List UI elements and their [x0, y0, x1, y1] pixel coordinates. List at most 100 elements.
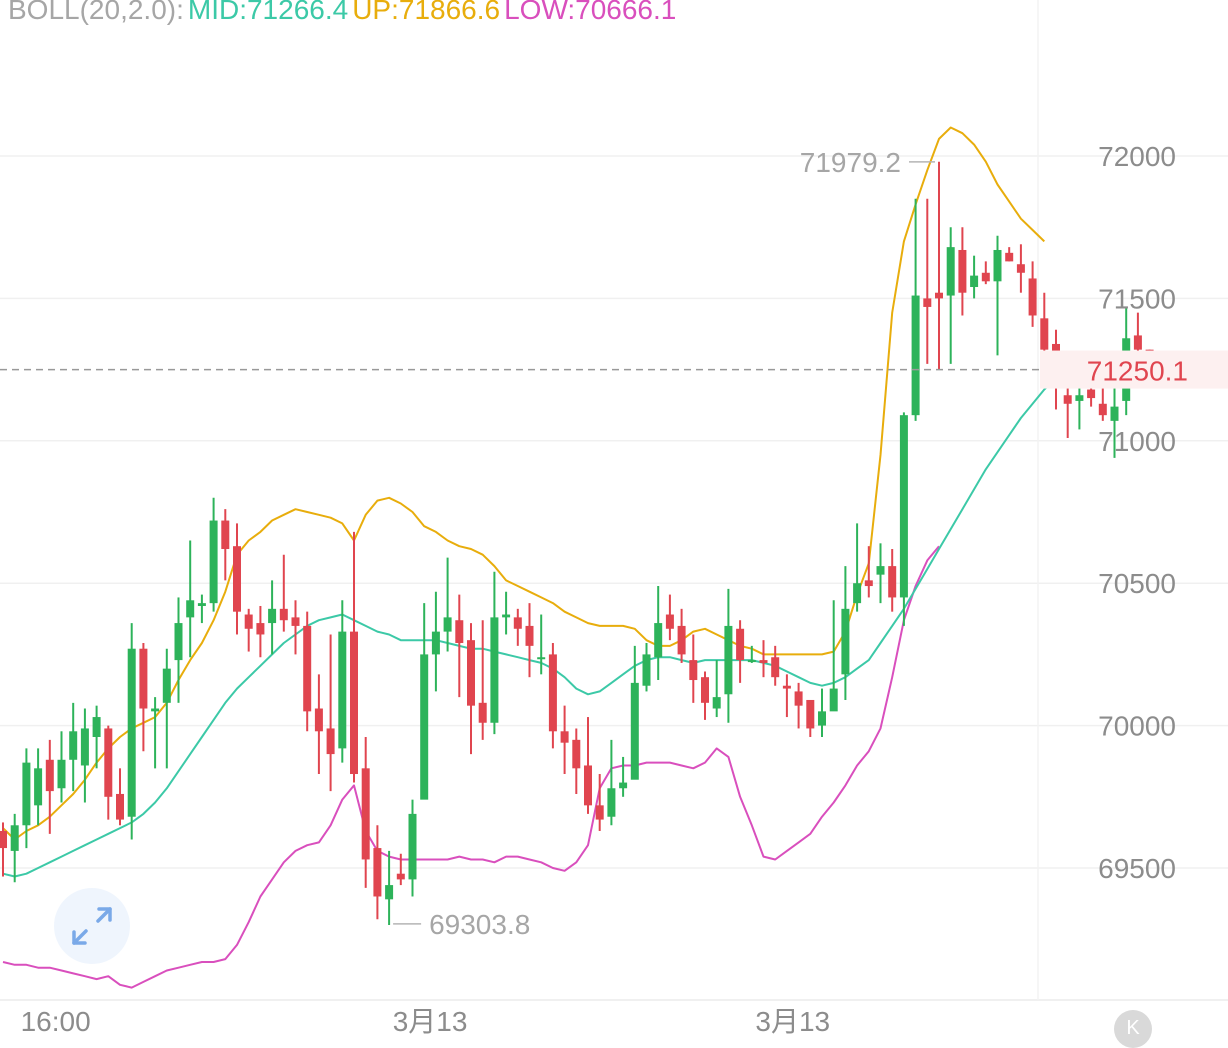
- candle: [607, 739, 616, 826]
- candle: [525, 603, 534, 678]
- candle: [654, 586, 663, 681]
- y-tick-label: 69500: [1098, 853, 1176, 884]
- candle: [244, 608, 253, 652]
- candle: [724, 588, 733, 723]
- candle: [104, 725, 113, 820]
- price-axis: 72000 71500 71000 70500 70000 69500: [1098, 141, 1176, 884]
- candle: [619, 756, 628, 797]
- x-tick-label: 16:00: [21, 1006, 91, 1037]
- indicator-name: BOLL(20,2.0):: [8, 0, 184, 25]
- candle: [151, 697, 160, 769]
- candle: [665, 594, 674, 641]
- candle: [701, 671, 709, 720]
- candle: [186, 540, 195, 658]
- candle: [899, 412, 908, 626]
- kline-toggle-button[interactable]: K: [1114, 1010, 1152, 1048]
- candle: [677, 608, 686, 663]
- candle: [233, 523, 241, 635]
- candle: [45, 739, 54, 834]
- low-price-label: 69303.8: [429, 909, 530, 940]
- candle: [841, 566, 850, 700]
- candle: [314, 674, 323, 775]
- candle: [572, 728, 581, 794]
- y-tick-label: 70000: [1098, 711, 1176, 742]
- candle: [911, 198, 920, 421]
- candle: [946, 227, 955, 364]
- candle: [958, 227, 967, 316]
- extreme-annotations: 71979.2 69303.8: [393, 147, 935, 940]
- candle: [268, 580, 277, 655]
- candle: [478, 620, 487, 740]
- candle: [443, 557, 452, 652]
- candle: [584, 717, 592, 814]
- candle: [1110, 378, 1119, 458]
- candle: [981, 261, 990, 285]
- candle: [467, 623, 475, 755]
- candle: [876, 543, 885, 604]
- candle: [490, 571, 499, 735]
- candle: [829, 600, 838, 712]
- candle: [197, 594, 206, 624]
- expand-button[interactable]: [54, 888, 130, 964]
- candle: [396, 853, 405, 886]
- boll-low-line: [2, 545, 940, 989]
- candle: [923, 198, 932, 364]
- candle: [736, 620, 745, 683]
- candle: [221, 509, 230, 581]
- candle: [431, 591, 440, 692]
- candle: [127, 623, 136, 840]
- x-tick-label: 3月13: [393, 1006, 468, 1037]
- candle: [303, 611, 312, 732]
- candle: [455, 594, 464, 698]
- candle: [361, 736, 370, 888]
- boll-up-line: [2, 126, 1045, 841]
- candle: [279, 554, 288, 632]
- candle: [782, 674, 791, 718]
- y-tick-label: 71000: [1098, 426, 1176, 457]
- candle: [560, 705, 569, 775]
- candles: [0, 161, 1154, 925]
- candle: [759, 640, 768, 678]
- candle: [888, 549, 897, 612]
- candle: [1040, 292, 1049, 362]
- candle: [935, 161, 943, 370]
- candle: [80, 708, 89, 803]
- y-tick-label: 72000: [1098, 141, 1176, 172]
- candle: [1028, 261, 1037, 327]
- candle: [771, 645, 780, 686]
- candle: [630, 645, 639, 780]
- current-price-marker: 71250.1: [0, 350, 1228, 389]
- candle: [420, 603, 429, 800]
- candle: [712, 660, 721, 718]
- indicator-up-value: UP:71866.6: [352, 0, 501, 25]
- high-price-label: 71979.2: [800, 147, 901, 178]
- current-price-label: 71250.1: [1087, 356, 1188, 387]
- bollinger-bands: [2, 126, 1080, 989]
- candle: [747, 645, 756, 663]
- candle: [92, 705, 101, 769]
- candle: [513, 608, 522, 646]
- candle: [689, 634, 698, 703]
- candle: [139, 643, 148, 752]
- time-axis: 16:00 3月13 3月13: [21, 1006, 830, 1037]
- candle: [116, 768, 124, 826]
- candle: [642, 643, 651, 692]
- grid-lines: [0, 155, 1228, 1001]
- candle: [22, 748, 31, 849]
- y-tick-label: 70500: [1098, 568, 1176, 599]
- candle: [970, 255, 979, 299]
- candle: [595, 774, 604, 831]
- candle: [338, 600, 347, 763]
- candle: [853, 523, 862, 612]
- candle: [818, 688, 826, 737]
- candle: [209, 497, 218, 612]
- candle: [408, 799, 417, 897]
- candle: [385, 850, 394, 925]
- candle: [373, 825, 382, 920]
- candle: [69, 702, 78, 792]
- indicator-low-value: LOW:70666.1: [504, 0, 677, 25]
- candle: [57, 731, 66, 803]
- candle: [162, 648, 171, 769]
- indicator-legend: BOLL(20,2.0): MID:71266.4 UP:71866.6 LOW:70…: [8, 0, 680, 26]
